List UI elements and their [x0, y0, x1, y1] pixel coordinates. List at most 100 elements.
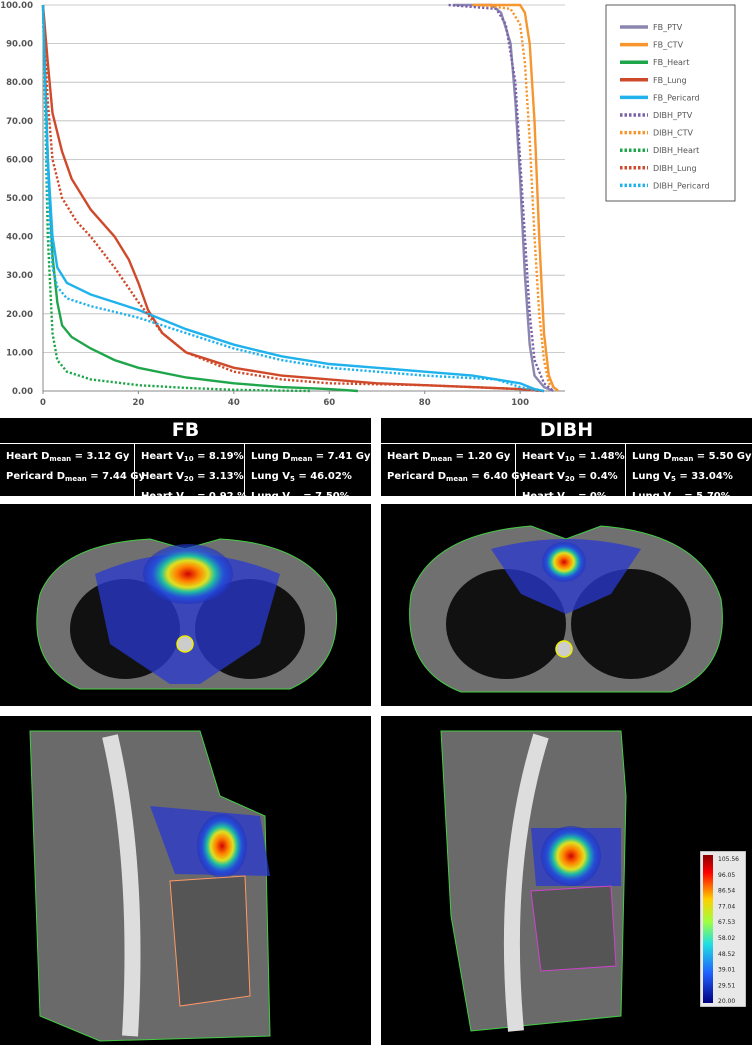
metric-value: = 0.92 % — [193, 491, 248, 502]
dibh-axial-ct — [381, 504, 752, 706]
dibh-sagittal-ct — [381, 716, 752, 1045]
metric-label: Heart V — [141, 491, 184, 502]
dibh-table: DIBH Heart Dmean = 1.20 Gy Pericard Dmean … — [381, 418, 752, 503]
metric: Heart V10 = 1.48% — [522, 448, 625, 468]
metric-value: = 5.70% — [680, 491, 731, 502]
metric-label: Heart D — [6, 451, 50, 462]
legend-label: DIBH_CTV — [653, 129, 693, 138]
y-tick-label: 60.00 — [6, 155, 33, 165]
colorbar-label: 67.53 — [718, 919, 735, 926]
x-tick-label: 0 — [40, 398, 46, 408]
table-cell: Heart V10 = 1.48% Heart V20 = 0.4% Heart V… — [516, 444, 626, 503]
metric: Lung V5 = 46.02% — [251, 468, 365, 488]
colorbar-label: 105.56 — [718, 856, 739, 863]
colorbar-label: 39.01 — [718, 967, 735, 974]
colorbar-label: 20.00 — [718, 998, 735, 1005]
dvh-curve — [481, 3, 560, 392]
y-tick-label: 20.00 — [6, 310, 33, 320]
metric-value: = 3.13% — [193, 471, 244, 482]
colorbar: 105.56 96.05 86.54 77.04 67.53 58.02 48.52 39.0… — [700, 851, 746, 1007]
metric-value: = 7.44 Gy — [86, 471, 146, 482]
fb-sagittal-ct — [0, 716, 371, 1045]
metric-label: Heart V — [522, 451, 565, 462]
metric-subscript: 20 — [290, 495, 300, 503]
metric-subscript: 20 — [183, 475, 194, 483]
metric-subscript: mean — [290, 455, 313, 463]
metric-label: Lung V — [251, 491, 290, 502]
metric: Lung V5 = 33.04% — [632, 468, 746, 488]
y-tick-label: 30.00 — [6, 271, 33, 281]
legend-label: FB_Lung — [653, 76, 687, 85]
dvh-curve — [41, 4, 545, 393]
dvh-curve — [448, 3, 555, 392]
x-tick-label: 80 — [419, 398, 431, 408]
colorbar-label: 77.04 — [718, 903, 735, 910]
metric: Heart V10 = 8.19% — [141, 448, 244, 468]
panel-title: FB — [0, 418, 371, 444]
metric-label: Heart V — [522, 491, 565, 502]
table-cell: Lung Dmean = 5.50 Gy Lung V5 = 33.04% Lung… — [626, 444, 752, 503]
metric-label: Heart V — [522, 471, 565, 482]
metric-label: Lung V — [632, 491, 671, 502]
table-cell: Heart Dmean = 3.12 Gy Pericard Dmean = 7.… — [0, 444, 145, 496]
legend-label: FB_CTV — [653, 41, 684, 50]
metric-value: = 0% — [574, 491, 607, 502]
x-tick-label: 100 — [511, 398, 529, 408]
x-tick-label: 40 — [228, 398, 240, 408]
legend-label: DIBH_Lung — [653, 164, 697, 173]
metric-subscript: 40 — [183, 495, 194, 503]
metric-subscript: 40 — [564, 495, 575, 503]
metric-subscript: 5 — [671, 475, 676, 483]
metric: Heart V40 = 0% — [522, 488, 619, 508]
metric-label: Heart V — [141, 471, 184, 482]
y-tick-label: 50.00 — [6, 194, 33, 204]
metric: Lung V20 = 7.50% — [251, 488, 365, 508]
metric-value: = 8.19% — [193, 451, 244, 462]
metric-label: Pericard D — [6, 471, 66, 482]
table-cell: Heart V10 = 8.19% Heart V20 = 3.13% Heart … — [135, 444, 247, 503]
metric: Pericard Dmean = 7.44 Gy — [6, 468, 145, 488]
x-tick-label: 20 — [133, 398, 145, 408]
legend-label: DIBH_PTV — [653, 111, 693, 120]
dvh-curve — [41, 4, 545, 393]
table-cell: Heart Dmean = 1.20 Gy Pericard Dmean = 6.… — [381, 444, 526, 496]
y-tick-label: 90.00 — [6, 40, 33, 50]
y-tick-label: 0.00 — [12, 387, 33, 397]
metric-subscript: 20 — [564, 475, 575, 483]
metric: Heart V20 = 0.4% — [522, 468, 619, 488]
dvh-chart: 0.00 10.00 20.00 30.00 40.00 50.00 60.00 70.00 8… — [0, 1, 736, 408]
x-tick-label: 60 — [323, 398, 335, 408]
dvh-curve — [41, 4, 540, 393]
metric-value: = 0.4% — [574, 471, 618, 482]
y-tick-label: 10.00 — [6, 348, 33, 358]
metric-value: = 1.48% — [574, 451, 625, 462]
legend-label: FB_PTV — [653, 23, 683, 32]
colorbar-label: 29.51 — [718, 982, 735, 989]
y-tick-label: 70.00 — [6, 117, 33, 127]
metric-value: = 7.41 Gy — [312, 451, 371, 462]
metric-label: Heart D — [387, 451, 431, 462]
metric-subscript: mean — [446, 475, 468, 483]
dvh-curve — [41, 4, 540, 393]
y-tick-label: 100.00 — [0, 1, 33, 11]
metric-subscript: 10 — [564, 455, 575, 463]
metric-subscript: 5 — [290, 475, 295, 483]
dvh-curve — [41, 4, 358, 393]
metric-value: = 7.50% — [299, 491, 350, 502]
metric-label: Lung D — [632, 451, 672, 462]
fb-axial-ct — [0, 504, 371, 706]
panel-title: DIBH — [381, 418, 752, 444]
metric-subscript: mean — [671, 455, 694, 463]
metric-subscript: 10 — [183, 455, 194, 463]
dvh-curve — [453, 3, 554, 393]
metric-label: Lung V — [632, 471, 671, 482]
metric-subscript: mean — [49, 455, 72, 463]
metric-value: = 3.12 Gy — [71, 451, 130, 462]
legend-label: DIBH_Heart — [653, 146, 699, 155]
metric-label: Lung D — [251, 451, 291, 462]
fb-table: FB Heart Dmean = 3.12 Gy Pericard Dmean = … — [0, 418, 371, 503]
colorbar-label: 96.05 — [718, 872, 735, 879]
metric-label: Lung V — [251, 471, 290, 482]
metric-subscript: 20 — [671, 495, 681, 503]
